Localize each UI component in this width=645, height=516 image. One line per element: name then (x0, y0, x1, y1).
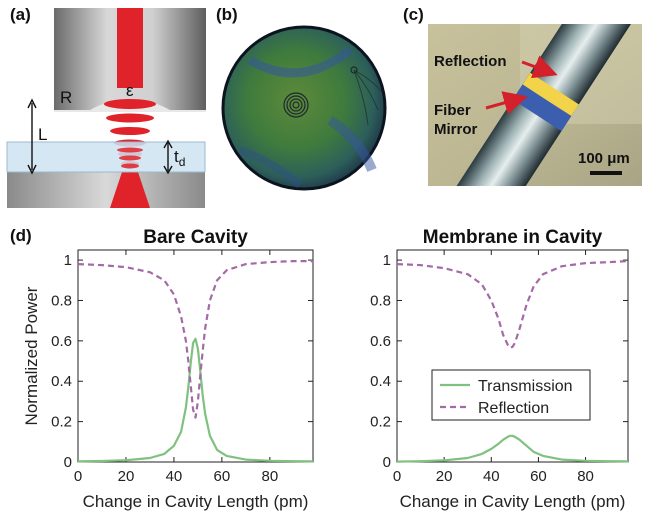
x-tick-label-bare: 0 (74, 468, 82, 485)
y-tick-label-membrane: 0.2 (370, 414, 391, 431)
y-tick-label-membrane: 1 (383, 252, 391, 269)
chart-title-membrane: Membrane in Cavity (423, 227, 603, 248)
y-tick-label-membrane: 0 (383, 454, 391, 471)
y-tick-label-bare: 0.2 (51, 414, 72, 431)
series-line-reflection-bare (77, 260, 313, 419)
y-tick-label-membrane: 0.6 (370, 333, 391, 350)
x-tick-label-membrane: 60 (530, 468, 547, 485)
scale-bar (590, 171, 622, 175)
x-tick-label-membrane: 20 (436, 468, 453, 485)
epsilon-symbol: ε (126, 81, 134, 100)
x-tick-label-membrane: 40 (483, 468, 500, 485)
y-tick-label-bare: 0.8 (51, 292, 72, 309)
panel-label-d: (d) (10, 226, 32, 245)
chart-membrane-in-cavity: Membrane in Cavity 0 0.2 0.4 0.6 0.8 1 0 20 40 60 8… (370, 227, 629, 511)
chart-bare-cavity: Bare Cavity 0 0.2 0.4 0.6 0.8 1 0 20 40 60 80 Change… (22, 227, 314, 511)
x-tick-label-membrane: 80 (577, 468, 594, 485)
x-tick-label-bare: 40 (166, 468, 183, 485)
panel-label-c: (c) (403, 5, 424, 24)
fiber-mirror-label-line1: Fiber (434, 102, 471, 119)
x-axis-label-membrane: Change in Cavity Length (pm) (400, 492, 626, 511)
x-tick-label-bare: 20 (118, 468, 135, 485)
y-axis-label-bare: Normalized Power (22, 286, 41, 425)
fiber-mirror-label-line2: Mirror (434, 121, 478, 138)
legend-label-transmission: Transmission (478, 378, 573, 395)
panel-label-b: (b) (216, 5, 238, 24)
x-tick-label-membrane: 0 (393, 468, 401, 485)
series-line-reflection-membrane (396, 260, 629, 349)
x-tick-label-bare: 60 (214, 468, 231, 485)
panel-label-a: (a) (10, 5, 31, 24)
series-line-transmission-membrane (396, 434, 629, 463)
chart-title-bare: Bare Cavity (143, 227, 248, 248)
x-tick-label-bare: 80 (261, 468, 278, 485)
radius-symbol: R (60, 88, 72, 107)
scale-bar-label: 100 μm (578, 150, 630, 167)
length-symbol: L (38, 125, 47, 144)
plot-frame-membrane (396, 249, 629, 463)
laser-cone-lower (110, 172, 150, 208)
y-tick-label-bare: 0.4 (51, 373, 72, 390)
reflection-label: Reflection (434, 53, 507, 70)
bottom-mirror (7, 172, 205, 208)
x-axis-label-bare: Change in Cavity Length (pm) (83, 492, 309, 511)
y-tick-label-bare: 0.6 (51, 333, 72, 350)
panel-b-interferogram (221, 25, 387, 191)
thickness-symbol: td (174, 147, 185, 169)
legend-box (431, 369, 591, 421)
y-tick-label-membrane: 0.8 (370, 292, 391, 309)
plot-frame-bare (77, 249, 314, 463)
newton-rings (283, 92, 309, 118)
reflection-coating-band (522, 72, 579, 117)
laser-beam-core (117, 8, 143, 88)
series-line-transmission-bare (77, 337, 314, 463)
membrane-wavefronts (117, 147, 143, 169)
panel-a-schematic: R ε L td (6, 8, 206, 208)
legend-label-reflection: Reflection (478, 400, 549, 417)
y-tick-label-bare: 0 (64, 454, 72, 471)
panel-c-photo: Reflection Fiber Mirror 100 μm (428, 24, 642, 186)
y-tick-label-membrane: 0.4 (370, 373, 391, 390)
y-tick-label-bare: 1 (64, 252, 72, 269)
